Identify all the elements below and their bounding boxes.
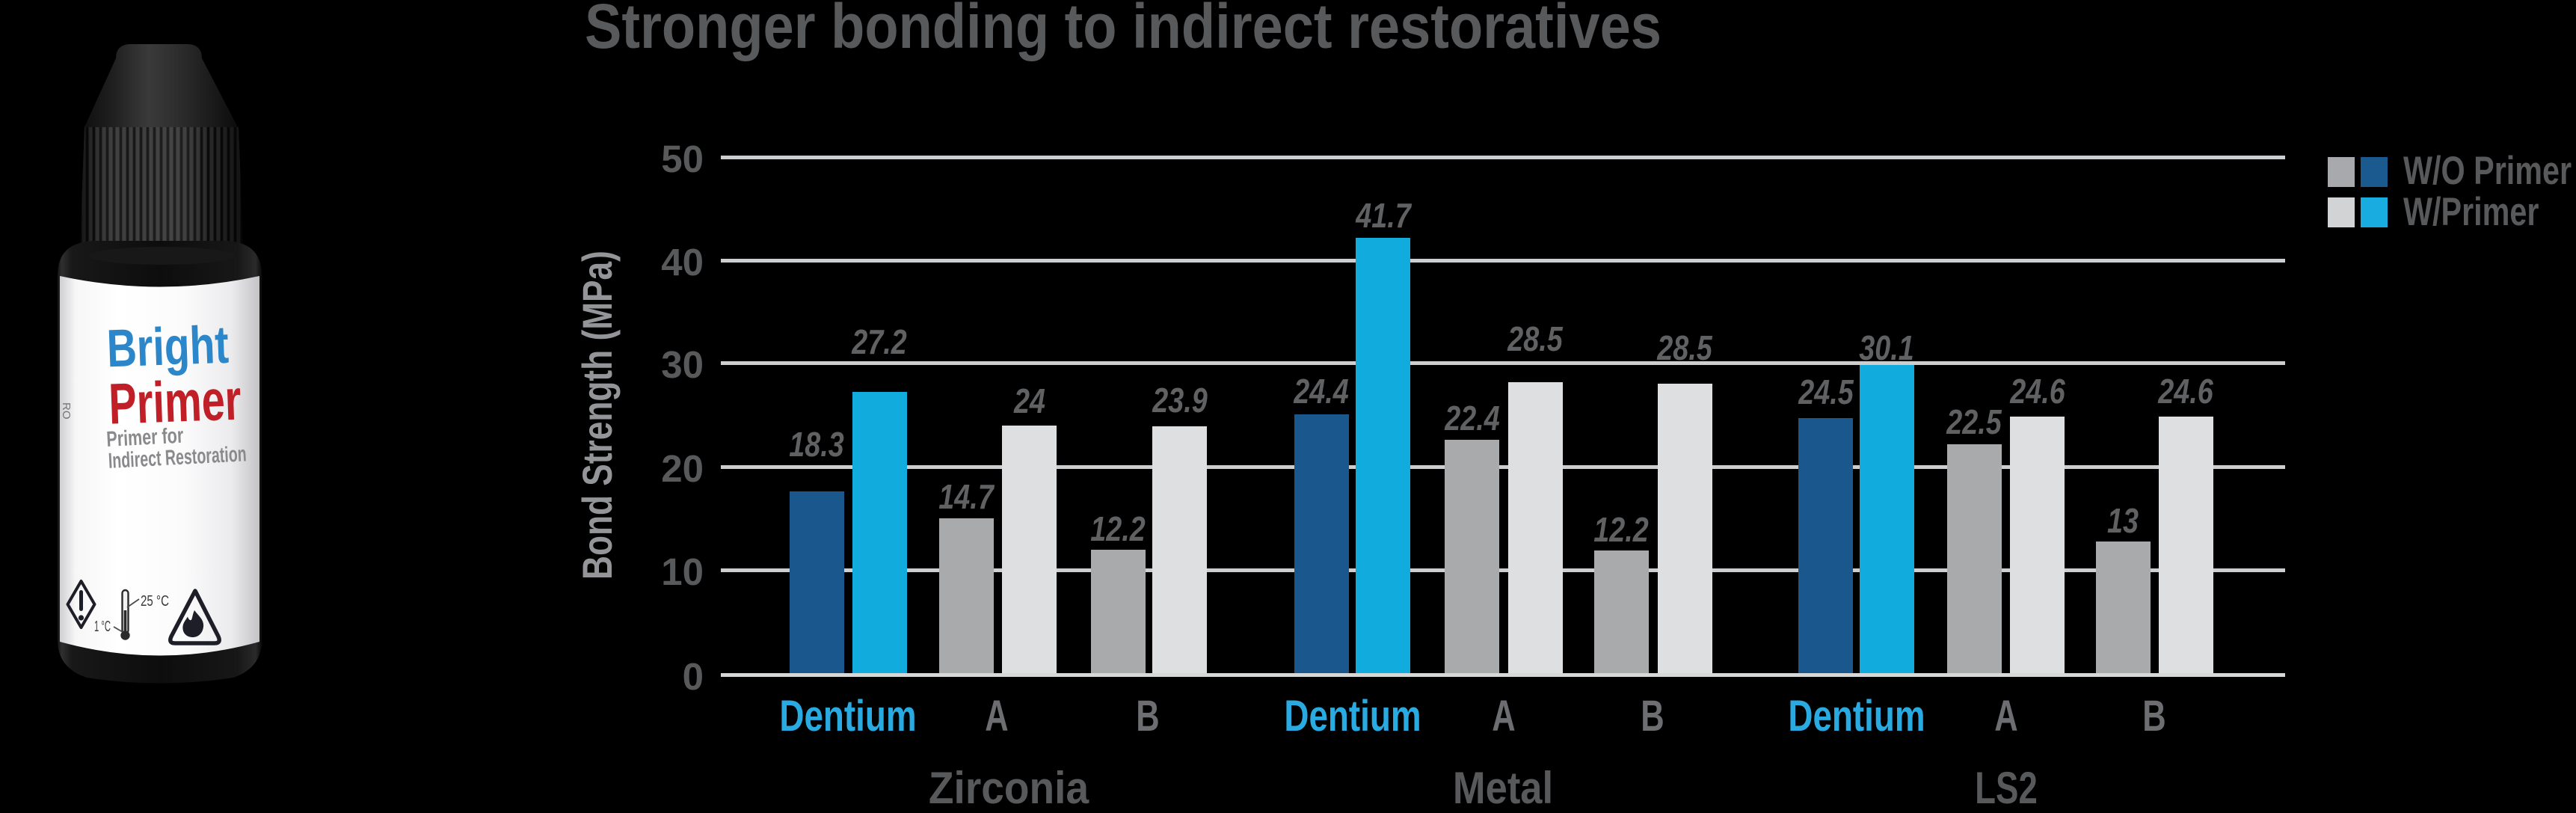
svg-text:Primer: Primer bbox=[108, 368, 242, 437]
svg-text:1 °C: 1 °C bbox=[94, 619, 111, 635]
svg-text:25 °C: 25 °C bbox=[141, 593, 169, 610]
svg-text:RO: RO bbox=[60, 402, 73, 420]
svg-text:Primer for: Primer for bbox=[106, 424, 185, 452]
svg-text:Bright: Bright bbox=[106, 316, 230, 379]
